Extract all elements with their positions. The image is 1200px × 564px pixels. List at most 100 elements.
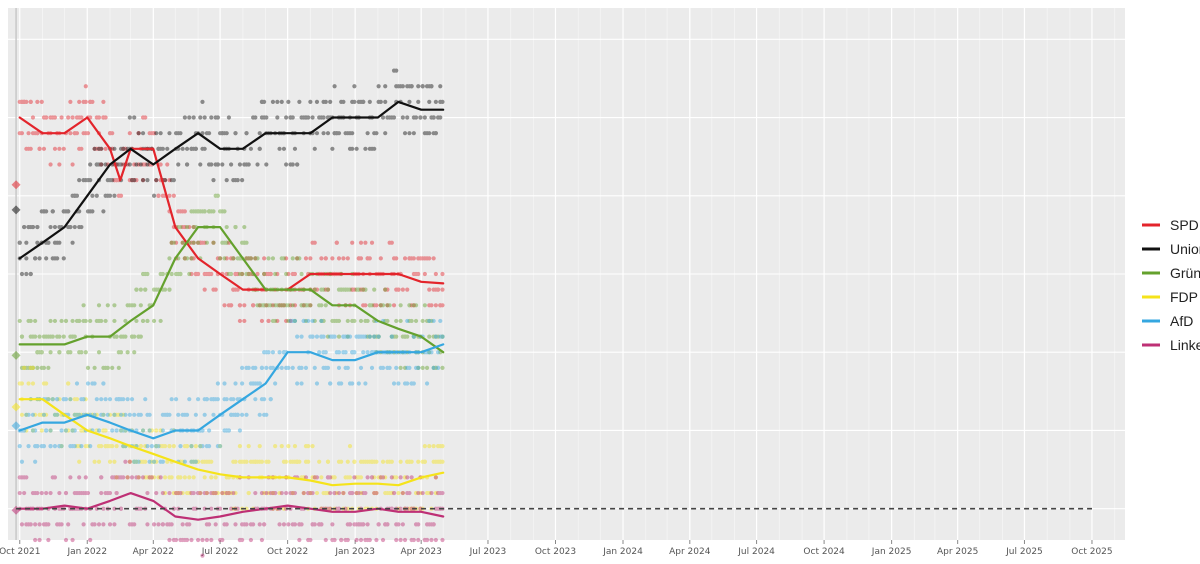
poll-point — [369, 240, 375, 245]
poll-point — [292, 318, 298, 324]
poll-point — [400, 84, 405, 89]
poll-point — [248, 146, 254, 151]
poll-point — [178, 490, 183, 496]
poll-point — [33, 490, 38, 496]
poll-point — [332, 131, 337, 136]
poll-point — [352, 84, 357, 89]
poll-point — [169, 271, 174, 277]
poll-point — [273, 490, 278, 496]
poll-point — [325, 287, 331, 292]
poll-point — [77, 115, 82, 120]
poll-point — [347, 522, 353, 527]
poll-point — [345, 475, 350, 480]
poll-point — [116, 350, 121, 355]
poll-point — [431, 115, 436, 120]
poll-point — [343, 334, 348, 339]
poll-point — [372, 334, 377, 339]
poll-point — [262, 350, 267, 355]
poll-point — [255, 271, 260, 277]
poll-point — [389, 334, 394, 339]
poll-point — [204, 271, 209, 277]
poll-point — [264, 303, 269, 308]
poll-point — [204, 397, 209, 402]
poll-point — [204, 459, 209, 464]
poll-point — [33, 256, 38, 261]
poll-point — [215, 444, 220, 449]
poll-point — [407, 99, 412, 104]
poll-point — [440, 365, 445, 370]
poll-point — [416, 365, 421, 370]
poll-point — [308, 256, 313, 261]
poll-point — [332, 475, 337, 480]
poll-point — [299, 522, 304, 527]
poll-point — [167, 412, 172, 417]
poll-point — [286, 318, 291, 324]
poll-point — [303, 459, 309, 464]
poll-point — [411, 537, 416, 543]
poll-point — [303, 303, 309, 308]
poll-point — [70, 240, 75, 245]
poll-point — [440, 444, 445, 449]
poll-point — [39, 444, 44, 449]
poll-point — [358, 99, 364, 104]
poll-point — [28, 365, 33, 370]
poll-point — [281, 303, 287, 308]
poll-point — [136, 131, 141, 136]
poll-point — [195, 459, 201, 464]
poll-point — [297, 365, 302, 370]
poll-point — [330, 318, 335, 324]
poll-point — [48, 318, 53, 324]
poll-point — [310, 318, 315, 324]
poll-point — [140, 178, 146, 183]
poll-point — [424, 490, 430, 496]
poll-point — [116, 412, 121, 417]
poll-point — [178, 444, 183, 449]
poll-point — [332, 84, 337, 89]
poll-point — [19, 522, 25, 527]
poll-point — [79, 444, 84, 449]
poll-point — [253, 459, 258, 464]
poll-point — [85, 131, 91, 136]
poll-point — [70, 444, 75, 449]
poll-point — [198, 444, 203, 449]
poll-point — [66, 224, 71, 230]
poll-point — [171, 193, 176, 198]
poll-point — [420, 84, 425, 89]
poll-point — [184, 412, 190, 417]
poll-point — [277, 350, 282, 355]
poll-point — [257, 131, 262, 136]
poll-point — [198, 209, 203, 214]
poll-point — [30, 224, 36, 230]
poll-point — [431, 131, 436, 136]
poll-point — [440, 287, 445, 292]
poll-point — [352, 318, 357, 324]
poll-point — [178, 271, 183, 277]
poll-point — [376, 84, 381, 89]
poll-point — [374, 131, 379, 136]
poll-point — [248, 522, 254, 527]
poll-point — [411, 115, 416, 120]
poll-point — [68, 350, 73, 355]
poll-point — [339, 381, 344, 386]
poll-point — [158, 271, 163, 277]
poll-point — [235, 178, 240, 183]
poll-point — [356, 490, 361, 496]
poll-point — [123, 459, 128, 464]
poll-point — [46, 365, 51, 370]
poll-point — [244, 256, 249, 261]
poll-point — [231, 256, 236, 261]
poll-point — [409, 459, 414, 464]
poll-point — [336, 287, 342, 292]
poll-point — [257, 381, 262, 386]
poll-point — [356, 287, 361, 292]
poll-point — [211, 490, 216, 496]
poll-point — [224, 240, 229, 245]
poll-point — [112, 303, 117, 308]
poll-point — [332, 334, 337, 339]
poll-point — [409, 537, 414, 543]
poll-point — [286, 444, 291, 449]
poll-point — [198, 162, 203, 167]
poll-point — [211, 240, 216, 245]
poll-point — [255, 162, 260, 167]
poll-point — [431, 334, 436, 339]
